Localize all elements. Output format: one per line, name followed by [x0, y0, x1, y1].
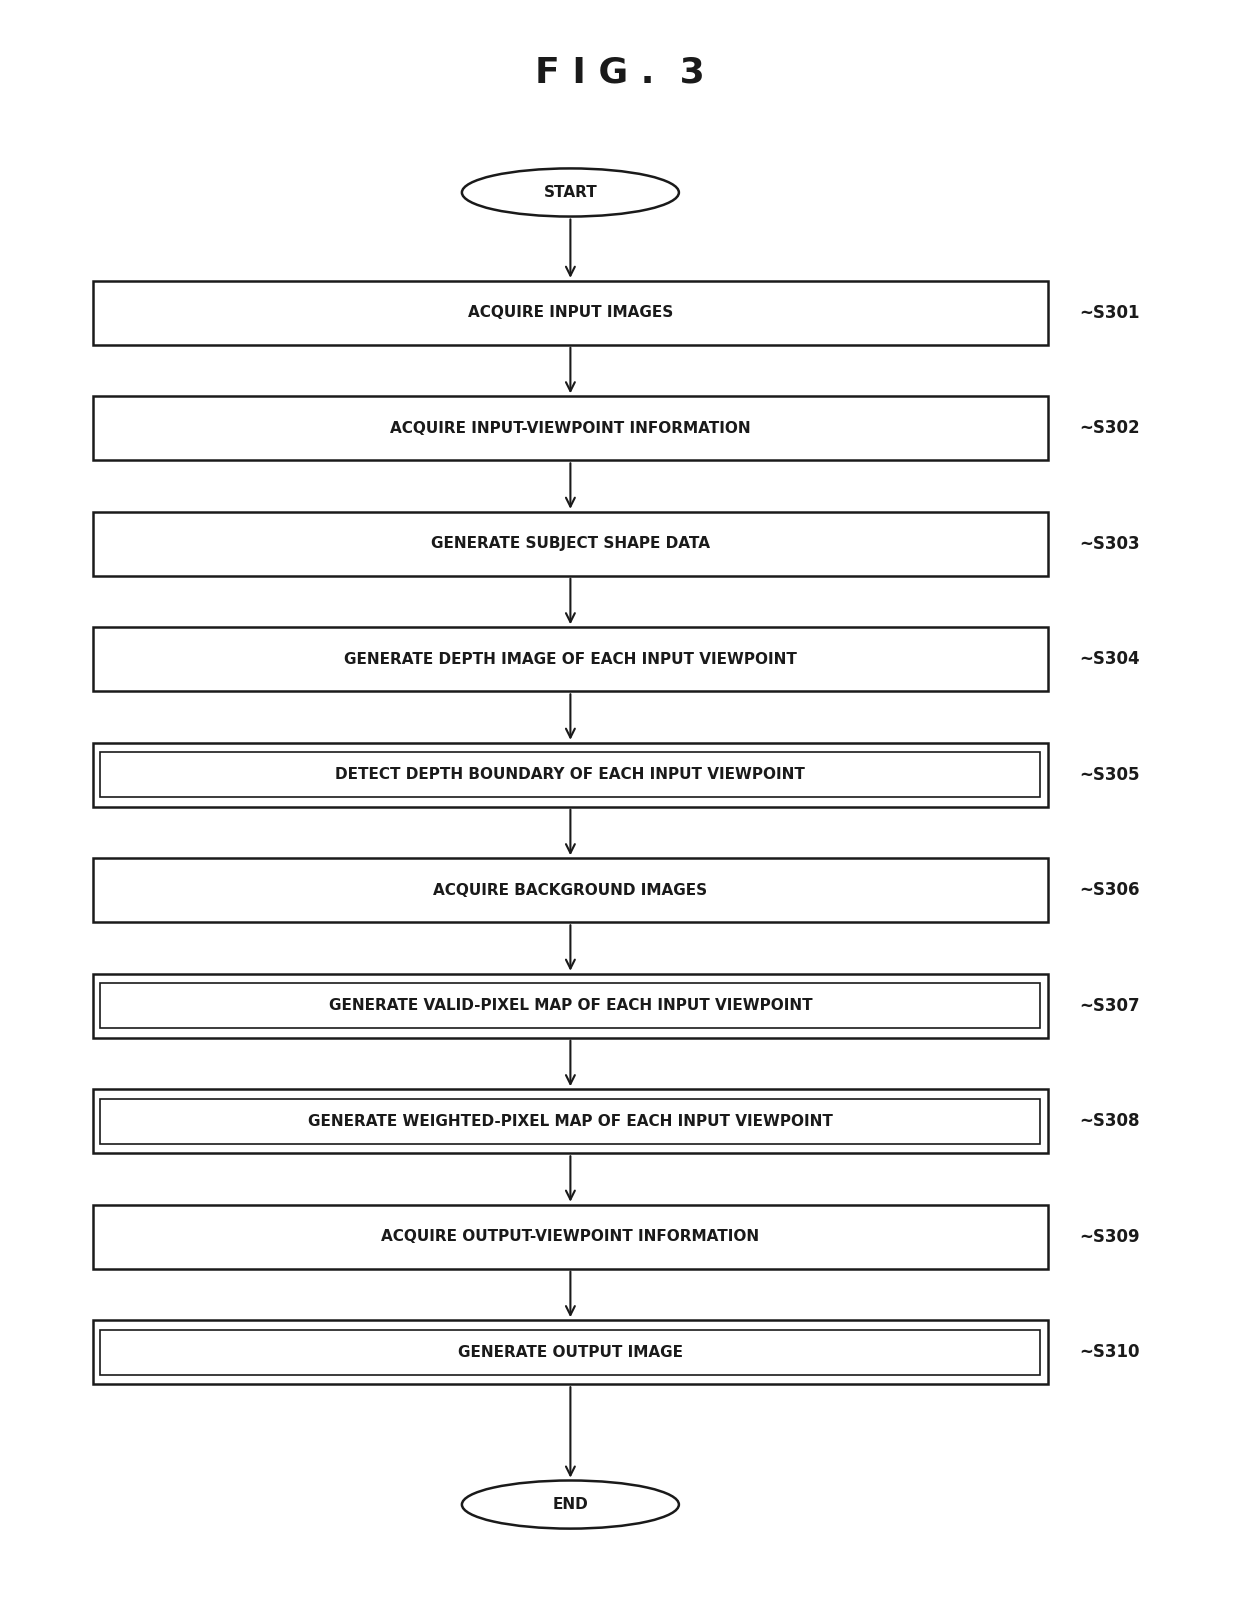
Text: ~S303: ~S303 [1079, 534, 1140, 553]
Text: END: END [553, 1497, 588, 1513]
FancyBboxPatch shape [93, 1205, 1048, 1269]
Text: GENERATE DEPTH IMAGE OF EACH INPUT VIEWPOINT: GENERATE DEPTH IMAGE OF EACH INPUT VIEWP… [343, 651, 797, 667]
FancyBboxPatch shape [93, 743, 1048, 807]
Text: ACQUIRE OUTPUT-VIEWPOINT INFORMATION: ACQUIRE OUTPUT-VIEWPOINT INFORMATION [382, 1229, 759, 1245]
Text: ~S304: ~S304 [1079, 650, 1140, 669]
FancyBboxPatch shape [93, 858, 1048, 922]
Text: DETECT DEPTH BOUNDARY OF EACH INPUT VIEWPOINT: DETECT DEPTH BOUNDARY OF EACH INPUT VIEW… [336, 767, 805, 783]
Text: ~S307: ~S307 [1079, 996, 1140, 1015]
FancyBboxPatch shape [100, 983, 1040, 1028]
Ellipse shape [461, 1480, 680, 1529]
Text: ~S308: ~S308 [1079, 1112, 1140, 1131]
FancyBboxPatch shape [93, 512, 1048, 576]
Text: GENERATE WEIGHTED-PIXEL MAP OF EACH INPUT VIEWPOINT: GENERATE WEIGHTED-PIXEL MAP OF EACH INPU… [308, 1113, 833, 1129]
Text: ~S301: ~S301 [1079, 303, 1140, 322]
FancyBboxPatch shape [100, 752, 1040, 797]
Text: GENERATE OUTPUT IMAGE: GENERATE OUTPUT IMAGE [458, 1344, 683, 1360]
Text: ~S310: ~S310 [1079, 1343, 1140, 1362]
FancyBboxPatch shape [93, 281, 1048, 345]
Text: ACQUIRE INPUT IMAGES: ACQUIRE INPUT IMAGES [467, 305, 673, 321]
FancyBboxPatch shape [93, 974, 1048, 1038]
FancyBboxPatch shape [93, 1089, 1048, 1153]
Text: ~S309: ~S309 [1079, 1227, 1140, 1246]
FancyBboxPatch shape [100, 1099, 1040, 1144]
Text: ~S305: ~S305 [1079, 765, 1140, 784]
Text: ~S306: ~S306 [1079, 881, 1140, 900]
Ellipse shape [461, 168, 680, 217]
Text: ~S302: ~S302 [1079, 419, 1140, 438]
FancyBboxPatch shape [93, 1320, 1048, 1384]
FancyBboxPatch shape [93, 627, 1048, 691]
Text: ACQUIRE INPUT-VIEWPOINT INFORMATION: ACQUIRE INPUT-VIEWPOINT INFORMATION [391, 420, 750, 436]
Text: GENERATE SUBJECT SHAPE DATA: GENERATE SUBJECT SHAPE DATA [432, 536, 709, 552]
Text: ACQUIRE BACKGROUND IMAGES: ACQUIRE BACKGROUND IMAGES [433, 882, 708, 898]
Text: GENERATE VALID-PIXEL MAP OF EACH INPUT VIEWPOINT: GENERATE VALID-PIXEL MAP OF EACH INPUT V… [329, 998, 812, 1014]
FancyBboxPatch shape [100, 1330, 1040, 1375]
Text: F I G .  3: F I G . 3 [536, 55, 704, 90]
Text: START: START [543, 184, 598, 200]
FancyBboxPatch shape [93, 396, 1048, 460]
